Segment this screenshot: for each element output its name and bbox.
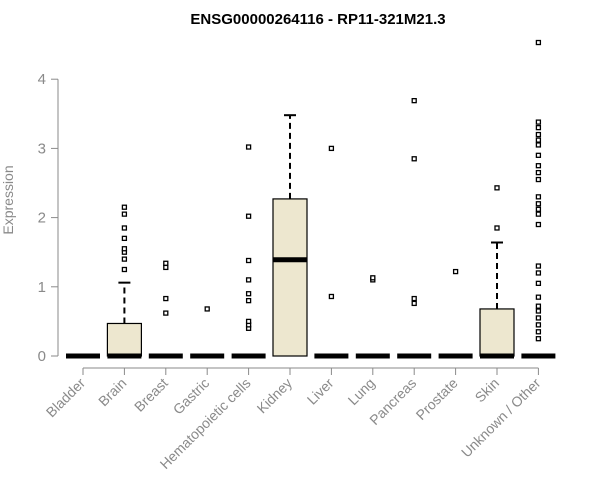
x-tick-label: Brain <box>95 375 129 409</box>
outlier-point <box>328 293 335 300</box>
outlier-point <box>535 163 542 169</box>
y-axis-label: Expression <box>0 165 16 234</box>
outlier-point <box>121 211 128 217</box>
outlier-point <box>535 152 542 158</box>
outlier-point <box>370 275 376 281</box>
outlier-point <box>535 194 542 200</box>
outlier-point <box>163 310 169 316</box>
outlier-point <box>535 308 542 314</box>
box-body <box>479 308 515 357</box>
outlier-point <box>245 144 252 150</box>
x-tick-label: Kidney <box>254 375 296 417</box>
outlier-point <box>535 169 542 176</box>
outlier-point <box>535 336 542 342</box>
outlier-point <box>535 322 542 328</box>
axes-group: 0 1 2 3 4 <box>38 71 539 375</box>
x-tick-label: Bladder <box>43 375 89 421</box>
outlier-point <box>163 260 169 266</box>
boxes-group <box>66 39 556 359</box>
box-hematopoietic-cells <box>231 144 266 359</box>
outlier-point <box>245 257 252 264</box>
outlier-point <box>163 295 169 302</box>
outlier-point <box>121 256 128 262</box>
outlier-point <box>535 131 542 138</box>
outlier-point <box>245 291 252 297</box>
box-kidney <box>272 114 308 357</box>
outlier-point <box>494 225 500 231</box>
outlier-point <box>245 213 252 219</box>
box-body <box>272 198 308 357</box>
box-skin <box>479 185 515 359</box>
x-tick-label: Skin <box>472 375 503 406</box>
outlier-point <box>121 235 128 242</box>
outlier-point <box>535 315 542 321</box>
outlier-point <box>535 303 542 309</box>
box-unknown-other <box>521 39 556 359</box>
outlier-point <box>494 185 500 191</box>
box-breast <box>148 260 183 359</box>
outlier-point <box>411 156 417 162</box>
outlier-point <box>535 294 542 300</box>
chart-title: ENSG00000264116 - RP11-321M21.3 <box>190 11 445 28</box>
x-tick-label: Unknown / Other <box>458 375 544 461</box>
outlier-point <box>452 268 459 275</box>
box-body <box>106 322 143 357</box>
box-pancreas <box>397 98 432 359</box>
outlier-point <box>535 270 542 276</box>
box-gastric <box>190 306 225 359</box>
box-prostate <box>438 268 473 359</box>
outlier-point <box>535 206 542 212</box>
outlier-point <box>535 142 542 148</box>
outlier-point <box>245 318 252 325</box>
box-brain <box>106 204 143 359</box>
outlier-point <box>328 145 335 152</box>
y-tick-label: 3 <box>38 140 46 157</box>
y-tick-label: 2 <box>38 210 46 227</box>
outlier-point <box>535 280 542 286</box>
outlier-point <box>535 329 542 335</box>
outlier-point <box>535 221 542 228</box>
outlier-point <box>535 119 542 125</box>
outlier-point <box>121 266 128 273</box>
outlier-point <box>121 204 128 210</box>
y-tick-label: 4 <box>38 71 46 88</box>
box-lung <box>355 275 390 359</box>
outlier-point <box>535 176 542 183</box>
outlier-point <box>535 201 542 207</box>
x-tick-label: Lung <box>345 375 378 408</box>
outlier-point <box>245 297 252 304</box>
outlier-point <box>535 211 542 217</box>
y-tick-label: 1 <box>38 279 46 296</box>
box-liver <box>314 145 349 359</box>
outlier-point <box>121 225 128 231</box>
outlier-point <box>245 277 252 283</box>
outlier-point <box>411 300 417 307</box>
outlier-point <box>535 124 542 131</box>
x-tick-label: Breast <box>131 375 171 415</box>
outlier-point <box>163 264 169 271</box>
outlier-point <box>411 295 417 302</box>
outlier-point <box>535 137 542 143</box>
y-tick-label: 0 <box>38 348 46 365</box>
outlier-point <box>204 306 210 312</box>
x-tick-label: Prostate <box>413 375 461 423</box>
x-tick-label: Liver <box>304 375 337 408</box>
outlier-point <box>121 246 128 252</box>
outlier-point <box>411 98 417 104</box>
outlier-point <box>535 39 542 46</box>
outlier-point <box>535 263 542 269</box>
